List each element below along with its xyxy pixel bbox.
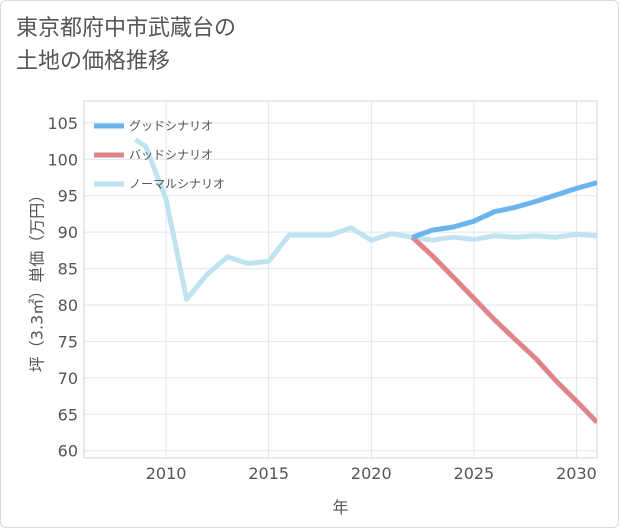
legend-label-2: ノーマルシナリオ xyxy=(129,177,225,191)
y-tick-label: 60 xyxy=(58,442,78,461)
chart-title: 東京都府中市武蔵台の 土地の価格推移 xyxy=(16,12,236,78)
title-line-1: 東京都府中市武蔵台の xyxy=(16,16,237,41)
tick-labels: 2010 2015 2020 2025 2030 60 65 70 75 80 85 90 95 100 1… xyxy=(47,114,596,483)
x-tick-label: 2030 xyxy=(556,464,597,483)
y-tick-label: 95 xyxy=(58,187,78,206)
x-tick-label: 2025 xyxy=(454,464,495,483)
x-tick-label: 2010 xyxy=(146,464,187,483)
x-tick-label: 2020 xyxy=(351,464,392,483)
y-axis-title: 坪（3.3㎡）単価（万円） xyxy=(28,187,47,372)
legend-label-1: バッドシナリオ xyxy=(129,148,213,162)
y-tick-label: 90 xyxy=(58,223,78,242)
series-line-1 xyxy=(410,235,597,425)
title-line-2: 土地の価格推移 xyxy=(16,49,171,74)
series-line-2 xyxy=(133,137,597,302)
series-layer xyxy=(133,137,597,425)
legend-label-0: グッドシナリオ xyxy=(129,119,213,133)
y-tick-label: 65 xyxy=(58,405,78,424)
y-tick-label: 75 xyxy=(58,332,78,351)
plot-area-border xyxy=(83,100,598,459)
x-axis-title: 年 xyxy=(332,498,348,517)
y-tick-label: 80 xyxy=(58,296,78,315)
x-tick-label: 2015 xyxy=(248,464,289,483)
y-tick-label: 85 xyxy=(58,260,78,279)
y-tick-label: 70 xyxy=(58,369,78,388)
y-tick-label: 105 xyxy=(47,114,78,133)
series-line-0 xyxy=(411,180,597,240)
y-tick-label: 100 xyxy=(47,150,78,169)
